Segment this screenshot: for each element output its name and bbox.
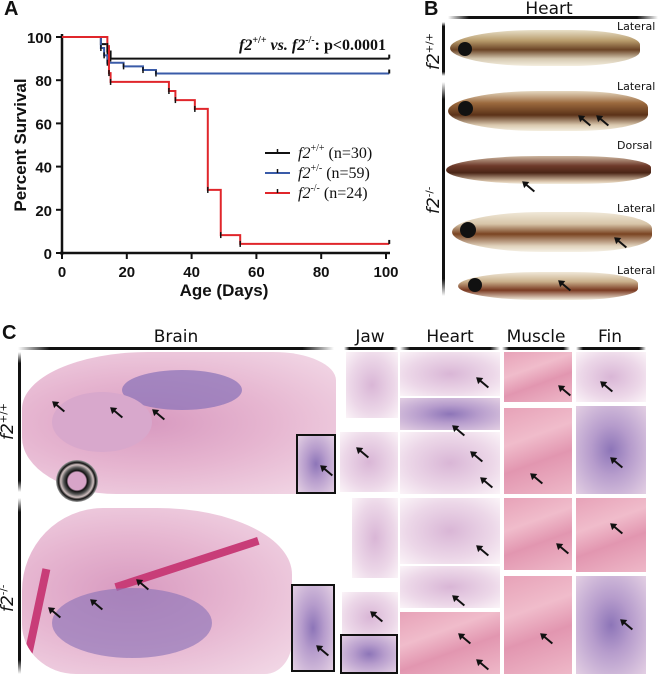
panel-c-header-muscle: Muscle — [506, 327, 566, 347]
annotation-left-sup: +/+ — [252, 35, 266, 46]
y-tick-label: 80 — [35, 73, 52, 90]
histology-heart-wt-3 — [400, 432, 500, 494]
annotation-right-sup: -/- — [305, 35, 314, 46]
view-label-3: Dorsal — [617, 139, 653, 152]
view-label-1: Lateral — [617, 20, 656, 33]
panel-b-row-label-mut: f2-/- — [424, 186, 444, 214]
chart-axes: 0 20 40 60 80 100 0 20 40 60 80 100 — [27, 30, 399, 281]
panel-c-header-fin: Fin — [597, 327, 623, 347]
histology-brain-wt-inset — [296, 434, 336, 494]
annotation-vs: vs. — [267, 37, 292, 54]
panel-c-row-label-mut: f2-/- — [0, 584, 18, 612]
panel-c-header-brain: Brain — [153, 327, 199, 347]
y-tick-label: 0 — [44, 246, 52, 263]
histology-heart-mut-2 — [400, 566, 500, 608]
panel-c-header-heart: Heart — [426, 327, 474, 347]
y-tick-label: 100 — [27, 30, 52, 47]
histology-eye — [56, 460, 98, 502]
survival-curve-2 — [62, 36, 390, 245]
x-tick-label: 20 — [118, 264, 135, 281]
histology-jaw-mut-1 — [352, 498, 398, 578]
y-axis-label: Percent Survival — [11, 78, 30, 211]
annotation-left: f2 — [239, 37, 252, 54]
histology-heart-wt-2 — [400, 398, 500, 430]
histology-jaw-wt-2 — [340, 432, 398, 492]
panel-b-row-label-wt: f2+/+ — [424, 33, 444, 70]
panel-c-rule-muscle — [502, 347, 570, 350]
view-label-5: Lateral — [617, 264, 656, 277]
panel-c-rule-fin — [576, 347, 646, 350]
histology-fin-wt-1 — [576, 352, 646, 402]
view-label-4: Lateral — [617, 202, 656, 215]
histology-brain-mut-inset — [291, 584, 335, 672]
panel-b-header: Heart — [525, 0, 573, 19]
x-tick-label: 80 — [313, 264, 330, 281]
chart-legend: f2+/+ (n=30)f2+/- (n=59)f2-/- (n=24) — [265, 143, 372, 202]
panel-b-header-rule — [448, 16, 658, 19]
p-value-annotation: f2+/+ vs. f2-/-: p<0.0001 — [239, 35, 386, 54]
panel-a-letter: A — [4, 0, 19, 20]
panel-c-rule-jaw — [344, 347, 398, 350]
histology-fin-mut-2 — [576, 576, 646, 674]
histology-fin-wt-2 — [576, 406, 646, 494]
survival-chart: 0 20 40 60 80 100 0 20 40 60 80 100 Percent Surviva… — [11, 30, 399, 300]
panel-c-header-jaw: Jaw — [355, 327, 385, 347]
y-tick-label: 40 — [35, 160, 52, 177]
panel-c-rule-brain — [18, 347, 334, 350]
y-tick-label: 60 — [35, 116, 52, 133]
panel-c-row-label-wt: f2+/+ — [0, 403, 18, 440]
panel-b-row2-rule — [442, 82, 445, 296]
chart-series — [62, 36, 391, 247]
panel-c-letter: C — [2, 322, 17, 344]
x-tick-label: 60 — [248, 264, 265, 281]
panel-b-letter: B — [424, 0, 439, 20]
histology-muscle-wt-1 — [504, 352, 572, 402]
y-tick-label: 20 — [35, 203, 52, 220]
legend-label-2: f2-/- (n=24) — [298, 183, 368, 202]
histology-heart-wt-1 — [400, 352, 500, 396]
histology-fin-mut-1 — [576, 498, 646, 572]
annotation-right: f2 — [292, 37, 305, 54]
legend-label-1: f2+/- (n=59) — [298, 163, 370, 182]
x-axis-label: Age (Days) — [180, 281, 269, 300]
legend-label-0: f2+/+ (n=30) — [298, 143, 372, 162]
panel-c-row1-rule — [18, 352, 21, 492]
histology-jaw-mut-inset — [340, 634, 398, 674]
panel-c-rule-heart — [400, 347, 500, 350]
panel-c-row2-rule — [18, 498, 21, 674]
x-tick-label: 40 — [183, 264, 200, 281]
x-tick-label: 0 — [58, 264, 66, 281]
view-label-2: Lateral — [617, 80, 656, 93]
histology-muscle-mut-2 — [504, 576, 572, 674]
histology-muscle-mut-1 — [504, 498, 572, 570]
histology-jaw-wt-1 — [346, 352, 398, 418]
panel-b-row1-rule — [442, 22, 445, 76]
x-tick-label: 100 — [373, 264, 398, 281]
annotation-stat: : p<0.0001 — [315, 37, 386, 54]
histology-brain-mut — [22, 508, 292, 674]
